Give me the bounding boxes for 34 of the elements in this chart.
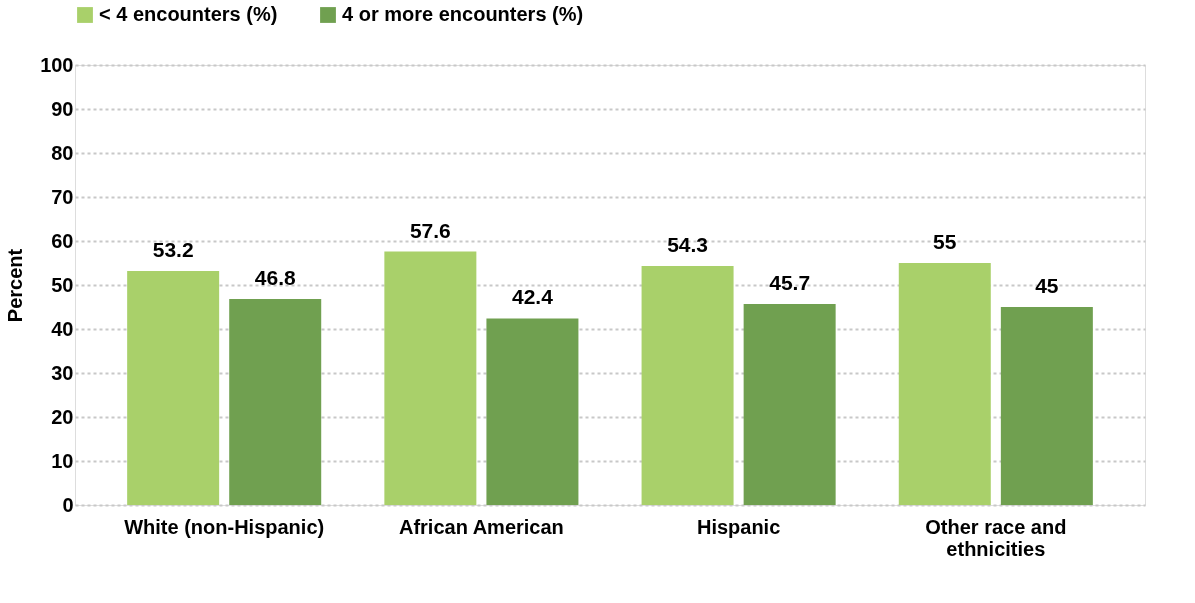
y-tick-label: 50 (51, 273, 74, 296)
y-axis-title: Percent (4, 248, 27, 323)
data-label: 57.6 (409, 218, 451, 242)
data-label: 45 (1035, 274, 1059, 297)
x-tick-label: Other race and ethnicities (925, 515, 1067, 560)
x-tick-label: African American (398, 515, 564, 538)
y-tick-label: 20 (51, 405, 74, 428)
bar (127, 270, 220, 505)
y-tick-label: 60 (51, 229, 74, 252)
bar (1000, 307, 1093, 505)
y-tick-label: 0 (62, 493, 74, 516)
y-tick-label: 30 (51, 361, 74, 384)
y-tick-label: 10 (51, 449, 74, 472)
y-tick-label: 70 (51, 185, 74, 208)
bar (743, 303, 836, 505)
data-label: 42.4 (511, 285, 554, 309)
legend-label: < 4 encounters (%) (99, 3, 278, 25)
bar (384, 251, 477, 505)
bar (641, 266, 734, 505)
x-tick-label: White (non-Hispanic) (124, 515, 325, 538)
x-tick-label: Hispanic (696, 515, 781, 538)
bar (898, 263, 991, 505)
y-tick-label: 90 (51, 97, 74, 120)
legend-label: 4 or more encounters (%) (342, 3, 584, 25)
y-tick-label: 40 (51, 317, 74, 340)
data-label: 53.2 (152, 237, 194, 261)
data-label: 54.3 (667, 233, 709, 257)
y-tick-label: 100 (40, 53, 74, 76)
y-tick-label: 80 (51, 141, 74, 164)
data-label: 45.7 (769, 270, 811, 294)
data-label: 46.8 (254, 266, 296, 290)
bar (229, 299, 322, 505)
bar (486, 318, 579, 505)
data-label: 55 (933, 230, 957, 253)
